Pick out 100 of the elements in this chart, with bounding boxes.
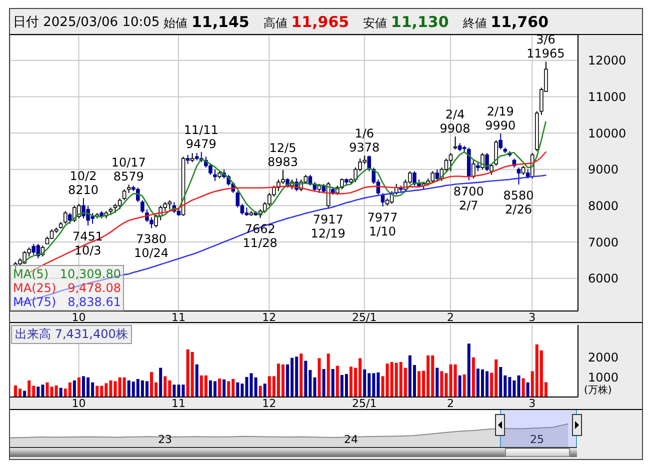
candlestick: [490, 163, 494, 176]
y-tick-label: 9000: [588, 162, 619, 177]
annotation: 7451 10/3: [72, 230, 104, 258]
bar: [318, 358, 321, 397]
bar: [213, 381, 216, 397]
line-series: [24, 121, 546, 263]
y-tick-label: 2000: [588, 350, 619, 364]
text: 始値 11,145: [164, 12, 250, 30]
bar: [218, 378, 222, 397]
x-tick-label: 11: [171, 310, 186, 324]
candlestick: [472, 160, 476, 179]
y-tick-label: 11000: [588, 90, 626, 104]
x-tick-label: 2: [447, 396, 454, 410]
y-axis-title: (万株): [584, 384, 612, 397]
y-tick-label: 8000: [588, 198, 619, 213]
x-tick-label: 25/1: [352, 396, 377, 410]
candlestick: [498, 132, 503, 150]
bar: [458, 375, 462, 397]
series-label: MA(5) 10,309.80: [13, 267, 121, 281]
annotation: 7917 12/19: [310, 212, 346, 241]
candlestick: [68, 212, 72, 224]
x-tick-label: 2: [447, 310, 454, 324]
bar: [28, 380, 31, 397]
x-tick-label: 10: [72, 310, 86, 324]
bar: [190, 352, 194, 397]
candlestick: [453, 136, 458, 150]
candlestick: [113, 203, 118, 214]
bar: [195, 364, 198, 397]
bar: [254, 377, 258, 397]
x-tick-label: 23: [158, 433, 172, 446]
candlestick: [435, 168, 440, 182]
x-tick-label: 24: [344, 433, 358, 446]
bar: [122, 377, 126, 397]
bar: [164, 376, 167, 397]
annotation: 8580 2/26: [503, 188, 534, 217]
x-tick-label: 25: [530, 433, 544, 446]
bar: [336, 366, 339, 397]
y-tick-label: 12000: [588, 54, 626, 68]
bar: [344, 374, 348, 397]
candlestick: [521, 165, 526, 176]
chart-title: 出来高 7,431,400株: [11, 325, 132, 344]
bar: [326, 354, 330, 397]
bar: [350, 366, 353, 397]
chart-title: 日付 2025/03/06 10:05: [13, 14, 160, 30]
x-tick-label: 12: [262, 310, 276, 324]
candlestick: [516, 167, 521, 186]
bar: [159, 368, 162, 397]
series-label: MA(25) 9,478.08: [13, 281, 121, 295]
bar: [436, 368, 439, 397]
annotation: 7977 1/10: [367, 210, 398, 239]
annotation: 1/6 9378: [349, 126, 380, 155]
bar: [322, 369, 326, 397]
bar: [418, 371, 421, 397]
annotation: 11/11 9479: [184, 122, 218, 151]
text: 安値 11,130: [363, 12, 449, 30]
series-label: MA(75) 8,838.61: [13, 295, 121, 309]
text: 高値 11,965: [263, 12, 350, 30]
bar: [72, 380, 76, 397]
candlestick: [63, 210, 68, 224]
bar: [68, 382, 72, 397]
annotation: 7380 10/24: [134, 232, 169, 260]
bar: [204, 375, 208, 397]
bar: [499, 367, 502, 397]
bar: [77, 377, 80, 397]
candlestick: [448, 152, 453, 172]
candlestick: [186, 154, 190, 164]
x-tick-label: 12: [262, 396, 276, 410]
bar: [304, 360, 308, 397]
x-tick-label: 3: [528, 310, 536, 324]
x-tick-label: 11: [171, 396, 186, 410]
candlestick: [213, 168, 217, 182]
candlestick: [140, 200, 144, 214]
annotation: 10/17 8579: [111, 156, 146, 184]
annotation: 2/4 9908: [440, 107, 470, 136]
bar: [300, 354, 303, 397]
bar: [381, 376, 384, 397]
bar: [517, 375, 520, 397]
bar: [96, 386, 99, 397]
bar: [46, 382, 49, 397]
bar: [454, 364, 457, 397]
x-tick-label: 10: [72, 396, 86, 410]
text: 終値 11,760: [462, 12, 549, 30]
bar: [526, 382, 530, 397]
bar: [54, 385, 58, 397]
annotation: 8700 2/7: [453, 184, 484, 212]
y-tick-label: 1000: [588, 370, 619, 384]
y-tick-label: 6000: [588, 272, 619, 286]
bar: [467, 344, 470, 397]
candlestick: [32, 243, 36, 256]
bar: [172, 384, 176, 397]
bar: [236, 382, 240, 397]
bar: [227, 381, 230, 397]
candlestick: [190, 152, 194, 163]
bar: [331, 369, 334, 397]
bar: [522, 378, 525, 397]
bar: [472, 357, 475, 397]
bar: [145, 381, 148, 397]
bar: [258, 386, 262, 397]
annotation: 2/19 9990: [485, 104, 516, 132]
candlestick: [480, 152, 484, 170]
